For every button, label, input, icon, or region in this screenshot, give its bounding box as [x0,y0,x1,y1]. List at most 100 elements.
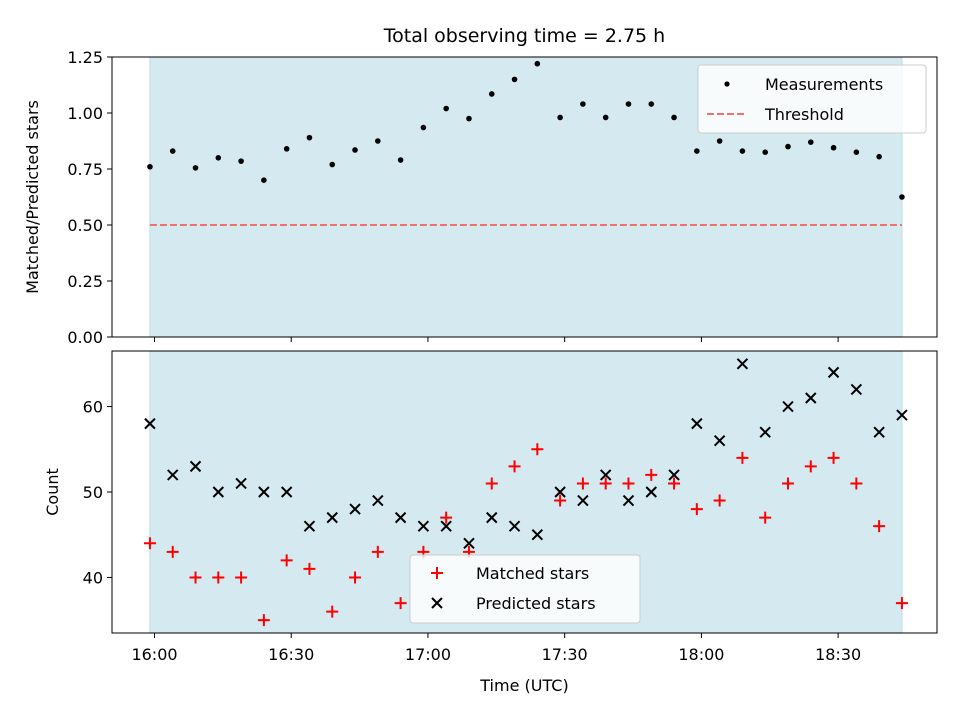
matched-star-point [690,503,703,516]
predicted-star-point [463,537,475,549]
legend-predicted-label: Predicted stars [476,594,596,613]
measurement-point [876,153,882,160]
measurement-point [352,147,358,153]
measurement-point [557,114,563,121]
matched-star-point [645,468,658,481]
y-tick-label: 0.25 [67,272,103,291]
predicted-star-point [577,494,589,507]
predicted-star-point [258,486,270,498]
matched-star-point [235,571,248,584]
measurement-point [466,115,472,122]
top-title: Total observing time = 2.75 h [383,25,665,47]
predicted-star-point [212,486,225,498]
x-tick-label: 18:00 [678,645,724,664]
predicted-star-point [736,358,749,370]
y-tick-label: 1.25 [67,48,103,67]
legend-matched-marker [431,567,443,579]
matched-star-point [485,477,498,490]
matched-star-point [713,494,726,507]
measurement-point [261,177,267,183]
x-tick-label: 18:30 [815,645,861,664]
matched-star-point [212,571,225,584]
legend-measurements-marker [724,81,730,87]
matched-star-point [873,520,886,533]
matched-star-point [166,545,179,558]
measurement-point [192,165,199,171]
matched-star-point [599,477,612,490]
predicted-star-point [372,494,384,507]
measurement-point [238,158,244,164]
matched-star-point [736,451,749,464]
measurement-point [625,101,632,107]
matched-star-point [668,477,681,490]
legend-measurements-label: Measurements [765,75,883,94]
top-legend-box [697,64,927,134]
predicted-star-point [668,469,680,481]
x-axis-label: Time (UTC) [479,676,568,695]
measurement-point [648,101,655,107]
matched-star-point [394,597,407,610]
matched-star-point [143,537,156,550]
measurement-point [716,138,723,144]
measurement-point [511,76,518,83]
top-y-label: Matched/Predicted stars [23,100,42,294]
bottom-legend-box [409,554,641,624]
measurement-point [375,138,381,144]
x-tick-label: 17:30 [542,645,588,664]
y-tick-label: 40 [83,568,103,587]
matched-star-point [371,545,384,558]
matched-star-point [622,477,635,490]
y-tick-label: 0.75 [67,160,103,179]
measurement-point [534,60,541,67]
predicted-star-point [486,511,498,524]
measurement-point [785,143,791,150]
predicted-star-point [531,529,544,541]
top-y-ticks: 0.00 0.25 0.50 0.75 1.00 1.25 [67,48,112,347]
predicted-star-point [554,486,566,498]
measurement-point [329,161,336,168]
predicted-star-point [189,460,202,473]
predicted-star-point [827,366,840,379]
matched-star-point [349,571,362,584]
measurement-point [397,157,404,163]
measurement-point [602,114,609,121]
predicted-star-point [759,426,771,438]
y-tick-label: 50 [83,483,103,502]
bottom-y-label: Count [43,468,62,516]
matched-star-point [326,605,339,618]
predicted-star-point [167,469,179,481]
top-axes-frame [111,56,938,338]
matched-star-point [827,451,840,464]
predicted-star-point [440,520,452,532]
matched-star-point [804,460,817,473]
top-legend: Measurements Threshold [697,64,927,134]
measurement-point [169,148,176,154]
measurement-point [443,105,449,112]
matched-star-point [303,562,316,575]
y-tick-label: 0.00 [67,328,103,347]
count-points [143,358,908,627]
measurement-point [853,149,860,155]
measurement-point [762,149,769,155]
matched-star-point [189,571,202,584]
predicted-star-point [713,435,726,447]
matched-star-point [895,597,908,610]
predicted-star-point [394,511,407,524]
predicted-star-point [417,520,430,532]
predicted-star-point [303,520,316,532]
measurement-point [215,155,222,161]
measurement-point [807,139,814,145]
measurement-point [420,124,427,131]
predicted-star-point [144,417,156,430]
measurement-point [488,91,495,97]
measurement-point [580,101,586,107]
predicted-star-point [850,383,863,396]
y-tick-label: 1.00 [67,104,103,123]
matched-star-point [531,443,544,456]
predicted-star-point [235,477,247,490]
x-tick-label: 17:00 [405,645,451,664]
legend-matched-label: Matched stars [476,564,589,583]
bottom-y-ticks: 40 50 60 [83,398,112,587]
predicted-star-point [622,494,635,507]
